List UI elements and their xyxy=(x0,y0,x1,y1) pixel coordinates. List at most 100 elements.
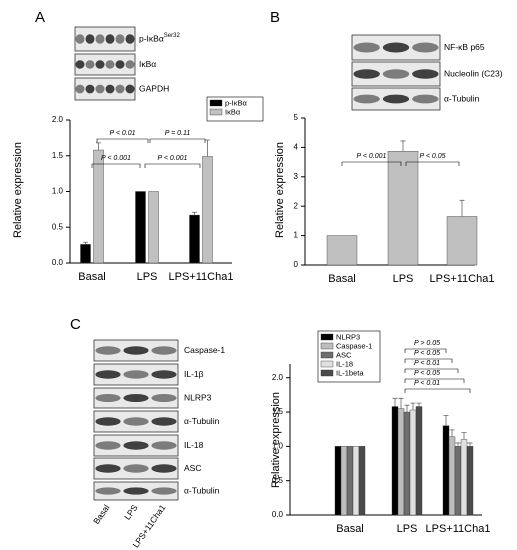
error-bar xyxy=(96,142,101,151)
blot-band xyxy=(123,417,149,426)
blot-band xyxy=(412,94,439,104)
annotation: P < 0.001 xyxy=(158,155,188,162)
annotation: P < 0.05 xyxy=(414,370,440,377)
blot-band xyxy=(95,34,105,44)
blot-band xyxy=(151,417,177,426)
blot-label: NLRP3 xyxy=(184,392,212,402)
y-tick-label: 1.5 xyxy=(272,407,284,416)
annotation: P < 0.01 xyxy=(414,380,440,387)
bar xyxy=(202,156,213,264)
bar xyxy=(466,446,474,516)
annotation: P < 0.01 xyxy=(414,360,440,367)
blot-label-superscript: Ser32 xyxy=(164,33,181,39)
y-tick-label: 1.0 xyxy=(272,441,284,450)
blot-label: GAPDH xyxy=(139,83,169,93)
bar xyxy=(391,406,399,516)
bar xyxy=(135,191,146,264)
error-bar xyxy=(192,211,197,216)
bracket xyxy=(404,358,453,363)
legend-swatch xyxy=(320,369,334,377)
error-bar xyxy=(392,397,398,407)
blot-band xyxy=(353,94,380,104)
legend-swatch xyxy=(320,360,334,368)
blot xyxy=(74,77,136,101)
bar xyxy=(446,216,478,266)
legend-label: Caspase-1 xyxy=(336,341,372,350)
bracket xyxy=(149,138,206,143)
bar xyxy=(326,235,358,266)
y-tick-label: 4 xyxy=(294,143,299,152)
legend-label: IL-1beta xyxy=(336,368,364,377)
blot-label: α-Tubulin xyxy=(444,93,480,103)
blot-band xyxy=(151,394,177,402)
blot-band xyxy=(125,34,135,44)
legend-swatch xyxy=(320,351,334,359)
blot-band xyxy=(95,84,105,94)
bracket xyxy=(404,378,465,383)
annotation: P < 0.001 xyxy=(357,153,387,160)
y-axis-label: Relative expression xyxy=(274,142,286,238)
blot-band xyxy=(105,84,115,94)
bracket xyxy=(96,138,149,143)
x-tick-label: LPS+11Cha1 xyxy=(430,273,495,285)
blot-label: Caspase-1 xyxy=(184,345,225,355)
x-tick-label: Basal xyxy=(78,271,106,283)
blot-band xyxy=(105,34,115,44)
blot-band xyxy=(123,487,149,495)
error-bar xyxy=(461,432,467,440)
bar xyxy=(334,446,342,516)
annotation: P < 0.01 xyxy=(109,130,135,137)
error-bar xyxy=(410,402,416,410)
error-bar xyxy=(455,442,461,447)
blot-band xyxy=(412,42,439,53)
blot-band xyxy=(85,34,95,44)
error-bar xyxy=(205,139,210,157)
blot-band xyxy=(95,346,121,355)
bar xyxy=(397,408,405,516)
bracket xyxy=(404,348,447,353)
blot-band xyxy=(115,34,125,44)
y-tick-label: 2.0 xyxy=(52,115,64,124)
blot-band xyxy=(95,441,121,450)
blot-band xyxy=(75,60,85,69)
blot-band xyxy=(151,370,177,379)
bar xyxy=(403,411,411,516)
bar xyxy=(454,446,462,516)
x-tick-label: LPS xyxy=(393,273,414,285)
y-axis-label: Relative expression xyxy=(270,392,282,488)
bracket xyxy=(404,388,471,393)
blot-band xyxy=(151,464,177,473)
bar xyxy=(358,446,366,516)
lane-label: LPS xyxy=(122,502,140,521)
blot-band xyxy=(123,394,149,402)
legend-label: NLRP3 xyxy=(336,332,360,341)
error-bar xyxy=(449,429,455,437)
bar xyxy=(415,406,423,516)
legend-swatch xyxy=(320,342,334,350)
bar xyxy=(442,425,450,516)
legend-label: IL-18 xyxy=(336,359,353,368)
bar xyxy=(346,446,354,516)
blot-band xyxy=(95,487,121,495)
blot-band xyxy=(123,370,149,379)
blot-label: p-IκBαSer32 xyxy=(139,33,180,44)
y-tick-label: 0.0 xyxy=(272,510,284,519)
lane-label: Basal xyxy=(91,503,111,526)
bar xyxy=(387,151,419,266)
blot-band xyxy=(382,94,410,104)
annotation: P < 0.05 xyxy=(414,350,440,357)
blot-label: IκBα xyxy=(139,59,156,69)
y-tick-label: 0.5 xyxy=(272,476,284,485)
bracket xyxy=(341,161,402,166)
bar xyxy=(80,244,91,264)
error-bar xyxy=(467,442,473,447)
panel-letter: C xyxy=(70,316,81,333)
y-tick-label: 1.0 xyxy=(52,187,64,196)
error-bar xyxy=(398,397,404,409)
y-tick-label: 0.5 xyxy=(52,222,64,231)
blot-band xyxy=(382,69,410,79)
y-tick-label: 3 xyxy=(294,172,299,181)
legend-label: ASC xyxy=(336,350,352,359)
